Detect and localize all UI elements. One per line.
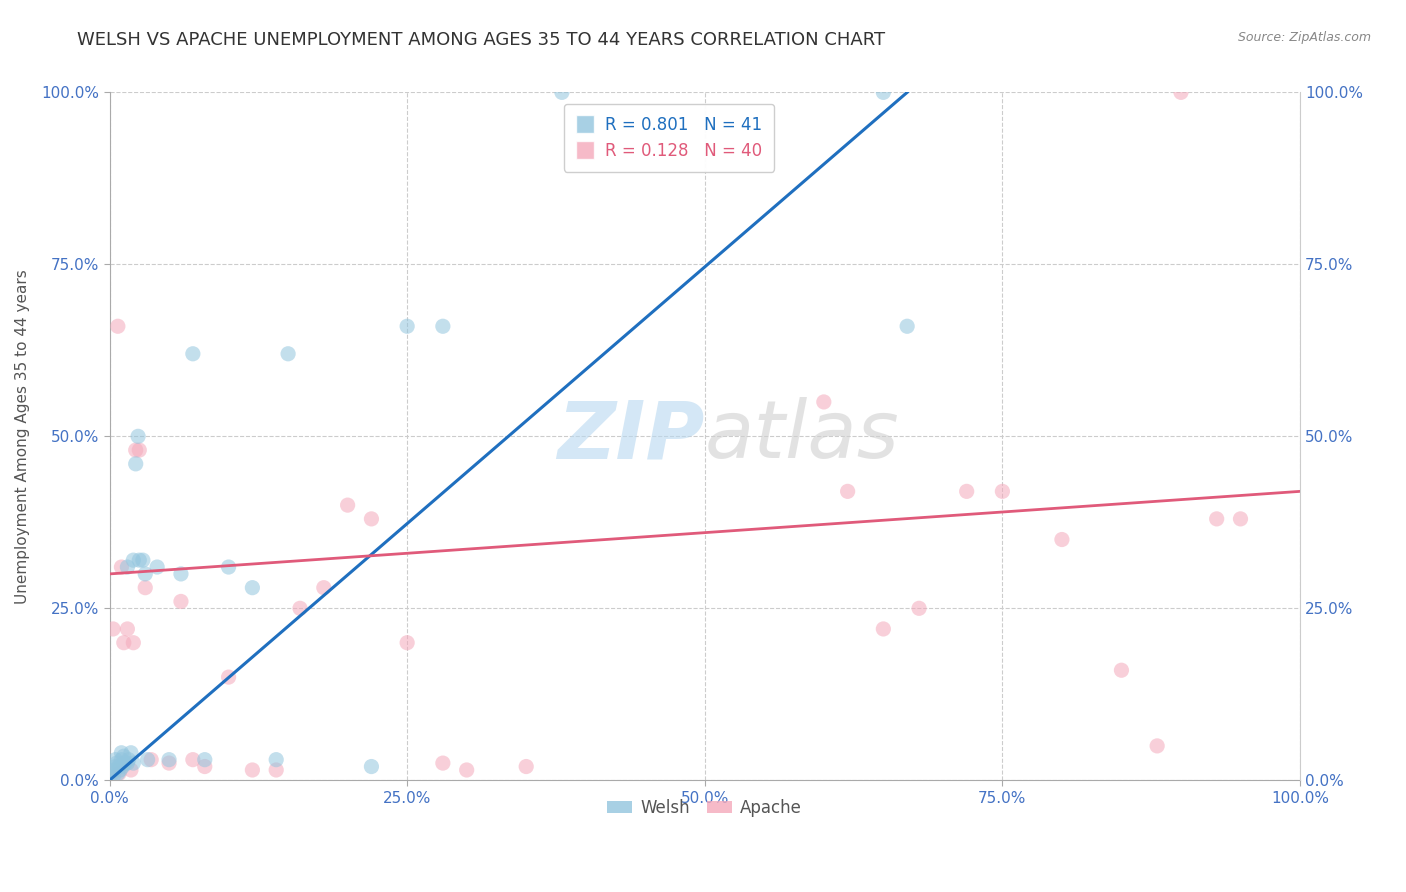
Point	[128, 443, 150, 458]
Point	[360, 759, 382, 773]
Point	[120, 746, 142, 760]
Point	[170, 594, 193, 608]
Point	[515, 759, 537, 773]
Point	[122, 636, 145, 650]
Point	[396, 636, 419, 650]
Point	[991, 484, 1014, 499]
Point	[117, 560, 139, 574]
Point	[117, 622, 139, 636]
Point	[242, 581, 264, 595]
Point	[1111, 663, 1133, 677]
Y-axis label: Unemployment Among Ages 35 to 44 years: Unemployment Among Ages 35 to 44 years	[15, 269, 30, 604]
Point	[105, 756, 128, 770]
Text: WELSH VS APACHE UNEMPLOYMENT AMONG AGES 35 TO 44 YEARS CORRELATION CHART: WELSH VS APACHE UNEMPLOYMENT AMONG AGES …	[77, 31, 886, 49]
Point	[264, 763, 287, 777]
Point	[181, 347, 204, 361]
Text: atlas: atlas	[704, 397, 900, 475]
Point	[111, 759, 134, 773]
Point	[125, 457, 148, 471]
Point	[104, 763, 127, 777]
Point	[122, 553, 145, 567]
Point	[107, 319, 129, 334]
Point	[194, 759, 217, 773]
Point	[896, 319, 918, 334]
Point	[432, 756, 454, 770]
Point	[456, 763, 478, 777]
Point	[127, 429, 149, 443]
Point	[1229, 512, 1251, 526]
Point	[956, 484, 979, 499]
Point	[101, 770, 124, 784]
Point	[136, 753, 159, 767]
Point	[157, 756, 180, 770]
Point	[218, 670, 240, 684]
Point	[110, 763, 132, 777]
Point	[141, 753, 163, 767]
Point	[813, 395, 835, 409]
Point	[117, 756, 139, 770]
Point	[1170, 86, 1192, 100]
Point	[122, 756, 145, 770]
Point	[1205, 512, 1227, 526]
Text: Source: ZipAtlas.com: Source: ZipAtlas.com	[1237, 31, 1371, 45]
Point	[125, 443, 148, 458]
Point	[194, 753, 217, 767]
Point	[1050, 533, 1073, 547]
Point	[264, 753, 287, 767]
Point	[112, 636, 135, 650]
Legend: Welsh, Apache: Welsh, Apache	[600, 792, 808, 823]
Point	[108, 766, 131, 780]
Point	[104, 753, 127, 767]
Point	[837, 484, 859, 499]
Point	[242, 763, 264, 777]
Point	[432, 319, 454, 334]
Point	[104, 759, 127, 773]
Point	[103, 763, 125, 777]
Point	[277, 347, 299, 361]
Text: ZIP: ZIP	[557, 397, 704, 475]
Point	[107, 766, 129, 780]
Point	[396, 319, 419, 334]
Point	[312, 581, 335, 595]
Point	[218, 560, 240, 574]
Point	[170, 566, 193, 581]
Point	[288, 601, 311, 615]
Point	[110, 560, 132, 574]
Point	[1146, 739, 1168, 753]
Point	[908, 601, 931, 615]
Point	[101, 622, 124, 636]
Point	[157, 753, 180, 767]
Point	[132, 553, 155, 567]
Point	[146, 560, 169, 574]
Point	[110, 746, 132, 760]
Point	[101, 766, 124, 780]
Point	[134, 566, 156, 581]
Point	[181, 753, 204, 767]
Point	[551, 86, 574, 100]
Point	[872, 86, 894, 100]
Point	[114, 756, 136, 770]
Point	[108, 759, 131, 773]
Point	[120, 763, 142, 777]
Point	[117, 753, 139, 767]
Point	[872, 622, 894, 636]
Point	[336, 498, 359, 512]
Point	[110, 753, 132, 767]
Point	[134, 581, 156, 595]
Point	[112, 749, 135, 764]
Point	[360, 512, 382, 526]
Point	[128, 553, 150, 567]
